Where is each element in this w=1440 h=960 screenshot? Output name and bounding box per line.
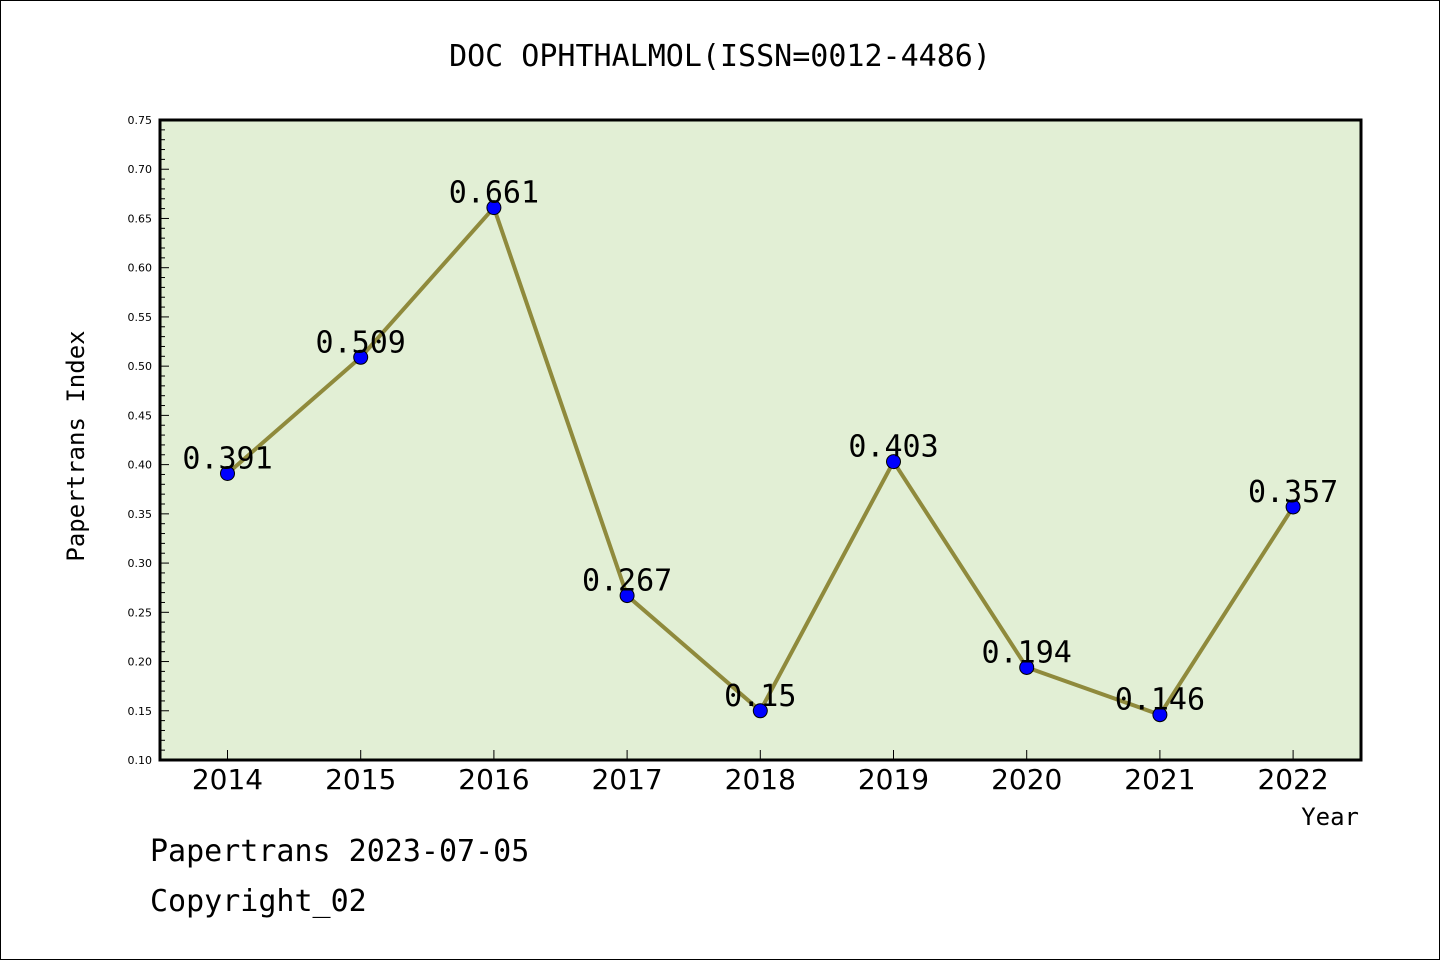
data-label: 0.509: [316, 325, 406, 360]
data-label: 0.357: [1248, 475, 1338, 510]
x-axis: 2014 2015 2016 2017 2018 2019 2020 2021 2022: [192, 750, 1329, 796]
chart-title: DOC OPHTHALMOL(ISSN=0012-4486): [449, 39, 991, 74]
y-tick-label: 0.40: [128, 459, 153, 472]
y-tick-label: 0.25: [128, 606, 153, 619]
data-point: [353, 349, 369, 365]
data-point: [486, 200, 502, 216]
data-point: [1285, 499, 1301, 515]
y-tick-label: 0.75: [128, 114, 153, 127]
y-tick-label: 0.70: [128, 163, 153, 176]
x-tick-label: 2017: [591, 763, 662, 796]
data-label: 0.403: [848, 430, 938, 465]
y-tick-label: 0.65: [128, 212, 153, 225]
data-label: 0.391: [182, 441, 272, 476]
x-tick-label: 2018: [725, 763, 796, 796]
plot-border: [158, 118, 1363, 762]
footer-date: Papertrans 2023-07-05: [150, 834, 530, 869]
data-point: [1152, 707, 1168, 723]
data-point: [619, 588, 635, 604]
y-tick-label: 0.35: [128, 508, 153, 521]
x-axis-title: Year: [1301, 803, 1359, 831]
y-tick-label: 0.30: [128, 557, 153, 570]
y-axis-title: Papertrans Index: [62, 330, 90, 561]
y-tick-label: 0.60: [128, 262, 153, 275]
x-tick-label: 2020: [991, 763, 1062, 796]
y-tick-label: 0.10: [128, 754, 153, 767]
series: [220, 200, 1301, 723]
y-tick-label: 0.55: [128, 311, 153, 324]
data-point: [752, 703, 768, 719]
x-tick-label: 2021: [1124, 763, 1195, 796]
x-tick-label: 2022: [1257, 763, 1328, 796]
data-point: [886, 454, 901, 470]
data-point: [220, 465, 235, 481]
data-label: 0.146: [1115, 683, 1205, 718]
data-point: [1019, 659, 1035, 675]
x-tick-label: 2014: [192, 763, 263, 796]
data-label: 0.194: [982, 635, 1072, 670]
footer-copyright: Copyright_02: [150, 884, 367, 919]
y-axis: 0.10 0.15 0.20 0.25 0.30 0.35 0.40 0.45 0.50 0.55…: [128, 114, 169, 767]
plot-area: [160, 120, 1361, 760]
data-labels: 0.391 0.509 0.661 0.267 0.15 0.403 0.194 0.146 0…: [182, 176, 1338, 718]
y-tick-label: 0.50: [128, 360, 153, 373]
data-label: 0.661: [449, 176, 539, 211]
x-tick-label: 2015: [325, 763, 396, 796]
y-tick-label: 0.15: [128, 705, 153, 718]
x-tick-label: 2019: [858, 763, 929, 796]
y-tick-label: 0.45: [128, 409, 153, 422]
data-label: 0.15: [724, 679, 796, 714]
data-label: 0.267: [582, 564, 672, 599]
x-tick-label: 2016: [458, 763, 529, 796]
y-tick-label: 0.20: [128, 656, 153, 669]
